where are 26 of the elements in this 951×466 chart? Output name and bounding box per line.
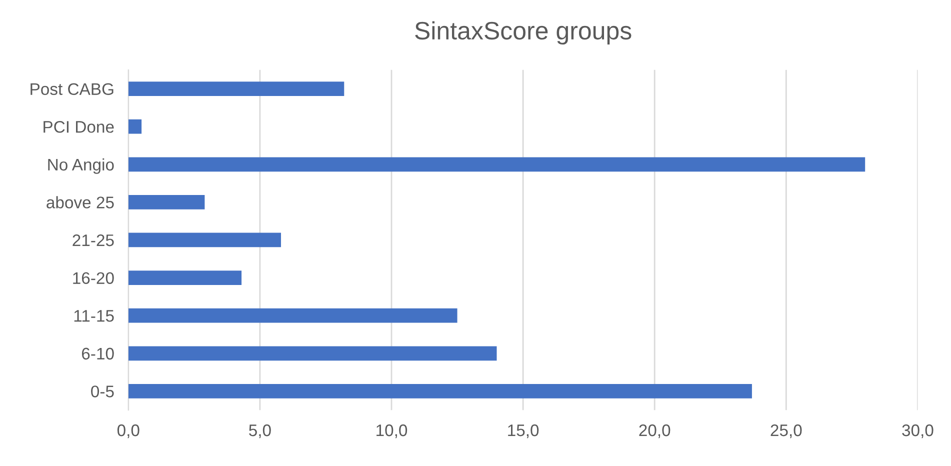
- bar: [128, 82, 344, 96]
- bar: [128, 119, 142, 134]
- x-tick-label: 15,0: [508, 424, 539, 438]
- x-tick-label: 5,0: [249, 424, 271, 438]
- y-tick-label: 16-20: [73, 272, 114, 284]
- y-tick-label: 11-15: [74, 310, 114, 322]
- y-tick-label: PCI Done: [44, 121, 114, 133]
- y-tick-label: 6-10: [82, 348, 114, 360]
- chart-title: SintaxScore groups: [415, 21, 632, 45]
- bar: [128, 195, 205, 210]
- x-tick-label: 0,0: [117, 424, 140, 438]
- x-tick-label: 25,0: [770, 424, 802, 438]
- bar: [128, 232, 281, 248]
- x-tick-label: 10,0: [376, 424, 408, 438]
- bar: [128, 270, 242, 285]
- y-tick-label: Post CABG: [30, 83, 114, 95]
- x-tick-label: 30,0: [902, 424, 934, 438]
- bar: [128, 157, 866, 172]
- bar: [128, 384, 752, 398]
- bar: [128, 346, 497, 361]
- bar: [128, 308, 458, 323]
- y-tick-label: 21-25: [72, 234, 114, 246]
- y-tick-label: 0-5: [91, 386, 114, 398]
- y-tick-label: above 25: [46, 196, 114, 208]
- x-tick-label: 20,0: [639, 424, 670, 438]
- y-tick-label: No Angio: [48, 158, 114, 174]
